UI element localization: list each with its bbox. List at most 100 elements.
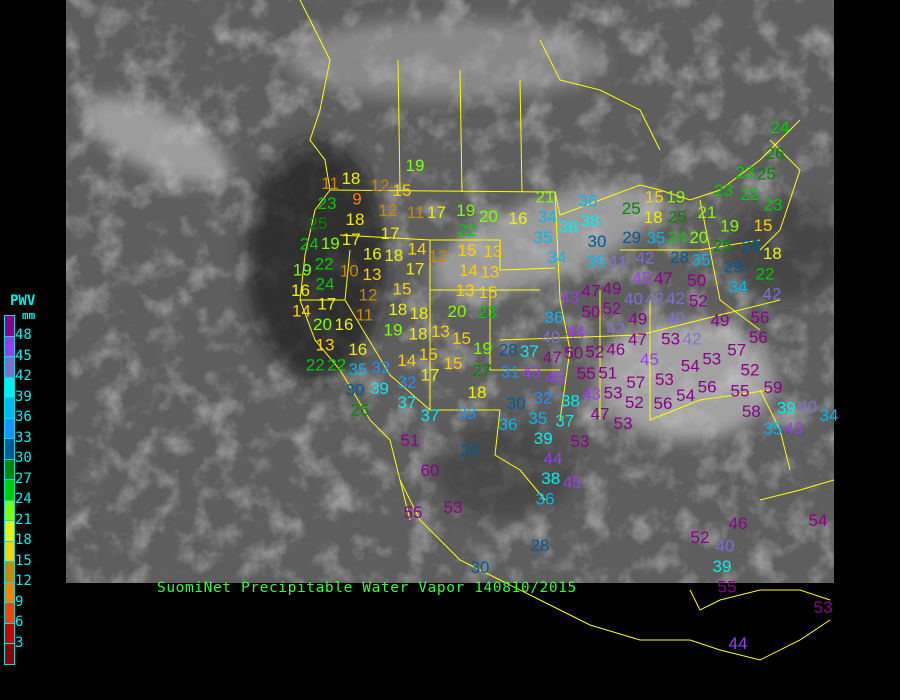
legend-swatch <box>5 480 14 501</box>
station-pwv-value: 25 <box>622 199 641 218</box>
station-pwv-value: 15 <box>419 345 438 364</box>
station-pwv-value: 11 <box>407 203 425 222</box>
political-boundaries <box>299 0 835 661</box>
boundary-line <box>344 249 351 301</box>
station-pwv-value: 49 <box>628 310 647 329</box>
station-pwv-value: 25 <box>713 237 732 256</box>
station-pwv-value: 12 <box>429 247 448 266</box>
station-pwv-value: 19 <box>321 234 340 253</box>
station-pwv-value: 22 <box>756 264 775 283</box>
station-pwv-value: 13 <box>480 262 499 281</box>
station-pwv-value: 17 <box>317 295 336 314</box>
station-pwv-value: 49 <box>603 279 622 298</box>
station-pwv-value: 12 <box>359 286 378 305</box>
station-pwv-value: 37 <box>421 406 440 425</box>
legend-swatch <box>5 418 14 439</box>
station-pwv-value: 43 <box>784 419 803 438</box>
station-pwv-value: 52 <box>585 343 604 362</box>
station-pwv-value: 27 <box>473 361 492 380</box>
station-pwv-value: 57 <box>727 340 746 359</box>
station-pwv-value: 15 <box>479 283 498 302</box>
station-pwv-value: 56 <box>751 308 770 327</box>
legend-swatch <box>5 316 14 337</box>
station-pwv-value: 39 <box>713 557 732 576</box>
boundary-line <box>499 299 781 341</box>
station-pwv-value: 25 <box>309 214 328 233</box>
station-pwv-value: 56 <box>698 377 717 396</box>
legend-tick-label: 12 <box>15 573 32 589</box>
station-pwv-value: 53 <box>444 498 463 517</box>
station-pwv-value: 20 <box>313 315 332 334</box>
station-pwv-value: 23 <box>764 196 783 215</box>
station-pwv-value: 50 <box>564 344 583 363</box>
station-pwv-value: 47 <box>582 282 601 301</box>
station-pwv-value: 24 <box>668 228 687 247</box>
boundary-line <box>429 290 546 501</box>
legend-tick-label: 21 <box>15 511 32 528</box>
station-pwv-value: 45 <box>640 350 659 369</box>
station-pwv-value: 33 <box>458 404 477 423</box>
legend-swatch <box>5 562 14 583</box>
station-pwv-value: 38 <box>559 217 578 236</box>
station-pwv-value: 19 <box>666 188 685 207</box>
station-pwv-value: 18 <box>388 300 407 319</box>
station-pwv-value: 12 <box>371 176 390 195</box>
legend-tick-label: 36 <box>15 409 32 425</box>
station-pwv-value: 45 <box>632 269 651 288</box>
station-pwv-value: 34 <box>538 207 557 226</box>
station-pwv-value: 47 <box>628 330 647 349</box>
station-pwv-value: 39 <box>534 429 553 448</box>
station-pwv-value: 32 <box>534 388 553 407</box>
station-pwv-value: 35 <box>692 251 711 270</box>
station-pwv-value: 53 <box>604 384 623 403</box>
station-pwv-value: 22 <box>306 356 325 375</box>
legend-swatch <box>5 459 14 480</box>
boundary-line <box>620 239 761 251</box>
station-pwv-value: 16 <box>335 315 354 334</box>
station-pwv-value: 46 <box>729 514 748 533</box>
station-pwv-value: 15 <box>444 354 463 373</box>
station-pwv-value: 34 <box>819 406 838 425</box>
legend-tick-label: 45 <box>15 347 32 364</box>
station-pwv-value: 39 <box>370 379 389 398</box>
station-pwv-value: 9 <box>352 189 361 208</box>
legend-tick-label: 27 <box>15 470 32 487</box>
station-pwv-value: 37 <box>520 342 539 361</box>
station-pwv-value: 53 <box>702 350 721 369</box>
station-pwv-value: 36 <box>499 415 518 434</box>
station-pwv-value: 11 <box>356 306 374 325</box>
station-pwv-value: 35 <box>348 360 367 379</box>
legend-tick-label: 48 <box>15 327 32 343</box>
station-pwv-value: 14 <box>292 301 311 320</box>
station-pwv-value: 38 <box>561 391 580 410</box>
legend-tick-label: 6 <box>15 614 24 630</box>
station-pwv-value: 22 <box>457 221 476 240</box>
station-pwv-value: 25 <box>668 208 687 227</box>
station-pwv-value: 36 <box>579 191 598 210</box>
station-pwv-value: 38 <box>541 469 560 488</box>
station-pwv-value: 23 <box>318 194 337 213</box>
station-pwv-value: 50 <box>687 271 706 290</box>
legend-swatch <box>5 521 14 542</box>
station-pwv-value: 51 <box>401 431 420 450</box>
station-pwv-value: 23 <box>478 303 497 322</box>
legend-tick-label: 39 <box>15 388 32 405</box>
station-pwv-value: 35 <box>763 420 782 439</box>
boundary-line <box>689 589 831 611</box>
boundary-line <box>759 139 801 251</box>
station-pwv-value: 42 <box>606 320 625 339</box>
legend-swatch <box>5 439 14 460</box>
station-pwv-value: 55 <box>718 578 737 597</box>
station-pwv-value: 41 <box>608 252 627 271</box>
boundary-line <box>649 300 771 421</box>
boundary-line <box>299 0 411 521</box>
station-pwv-value: 14 <box>397 351 416 370</box>
station-pwv-value: 15 <box>458 241 477 260</box>
station-pwv-value: 16 <box>509 209 528 228</box>
station-pwv-value: 15 <box>393 181 412 200</box>
legend-tick-label: 15 <box>15 552 32 569</box>
legend-swatch <box>5 500 14 521</box>
station-pwv-value: 52 <box>603 299 622 318</box>
legend-tick-label: 9 <box>15 593 24 610</box>
